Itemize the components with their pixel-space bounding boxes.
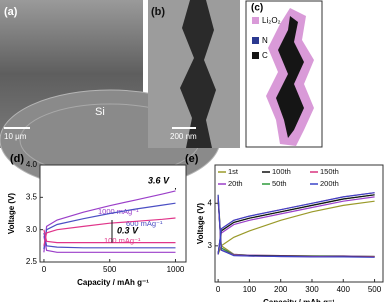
legend-label: 20th xyxy=(228,179,243,188)
x-tick-label: 0 xyxy=(42,265,47,274)
y-tick-label: 2.5 xyxy=(26,257,38,266)
x-tick-label: 0 xyxy=(216,285,221,294)
curve-charge xyxy=(217,192,375,255)
scale-text: 200 nm xyxy=(170,132,197,141)
legend-label: C xyxy=(262,51,268,60)
y-tick-label: 4 xyxy=(208,198,213,207)
curve-charge xyxy=(217,200,375,255)
annotation: 3.6 V xyxy=(148,175,170,185)
panel-label: (a) xyxy=(4,6,18,18)
legend-swatch xyxy=(252,37,259,44)
x-axis-label: Capacity / mAh g⁻¹ xyxy=(77,278,149,287)
y-tick-label: 3.0 xyxy=(26,225,38,234)
curve-charge xyxy=(217,194,375,255)
curve-discharge xyxy=(43,229,176,244)
legend-swatch xyxy=(252,17,259,24)
y-tick-label: 4.0 xyxy=(26,160,38,169)
legend-label: 100 mAg⁻¹ xyxy=(104,236,141,245)
dendrite xyxy=(180,0,216,148)
plot-frame xyxy=(214,164,384,283)
legend-label: 50th xyxy=(272,179,287,188)
x-tick-label: 500 xyxy=(103,265,117,274)
legend-swatch xyxy=(252,52,259,59)
curve-charge xyxy=(43,202,176,250)
x-tick-label: 200 xyxy=(274,285,288,294)
curve-discharge xyxy=(43,235,176,253)
legend-label: 100th xyxy=(272,167,291,176)
plot-frame xyxy=(39,164,187,263)
legend-label: 200th xyxy=(320,179,339,188)
panel-label: (d) xyxy=(10,153,24,165)
legend-label: 1st xyxy=(228,167,239,176)
annotation: Si xyxy=(95,106,105,118)
y-axis-label: Voltage (V) xyxy=(7,193,16,235)
curve-charge xyxy=(43,190,176,253)
legend-label: 150th xyxy=(320,167,339,176)
x-tick-label: 400 xyxy=(337,285,351,294)
annotation: 0.3 V xyxy=(117,225,139,235)
panel-label: (e) xyxy=(185,153,199,165)
curve-discharge xyxy=(217,194,375,258)
curve-charge xyxy=(217,196,375,255)
y-tick-label: 3 xyxy=(208,241,213,250)
scale-text: 10 μm xyxy=(4,132,27,141)
x-tick-label: 300 xyxy=(305,285,319,294)
panel-label: (c) xyxy=(251,3,263,14)
curve-charge xyxy=(43,217,176,246)
panel-label: (b) xyxy=(151,6,165,18)
x-tick-label: 500 xyxy=(368,285,382,294)
legend-label: Li₂O₂ xyxy=(262,16,281,25)
x-tick-label: 1000 xyxy=(167,265,185,274)
x-axis-label: Capacity / mAh g⁻¹ xyxy=(263,298,335,302)
legend-label: N xyxy=(262,36,268,45)
carbon-core xyxy=(276,16,304,138)
legend-label: 600 mAg⁻¹ xyxy=(126,219,163,228)
curve-discharge xyxy=(43,232,176,249)
x-tick-label: 100 xyxy=(243,285,257,294)
y-tick-label: 3.5 xyxy=(26,192,38,201)
y-axis-label: Voltage (V) xyxy=(196,203,205,245)
